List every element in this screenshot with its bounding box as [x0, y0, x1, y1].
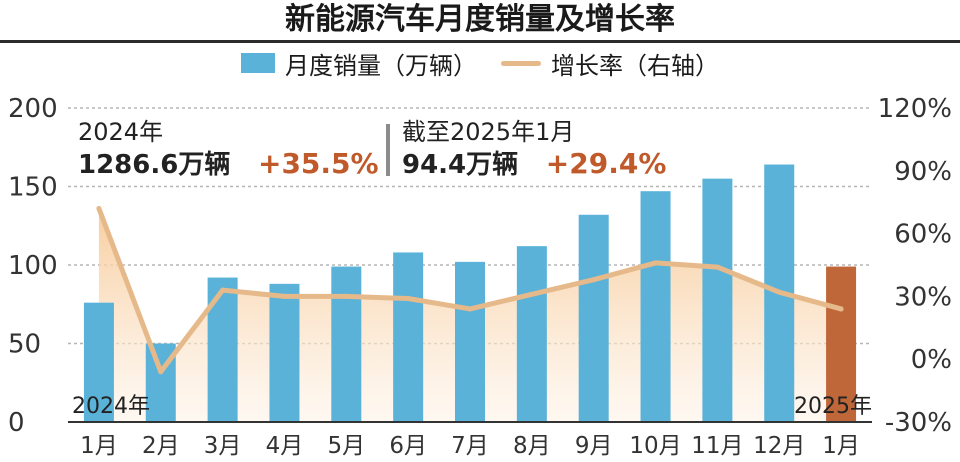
y-left-tick-label: 150	[8, 173, 58, 203]
ytd-growth-value: +29.4%	[545, 147, 667, 180]
growth-point-13	[838, 306, 844, 312]
bar-8	[516, 246, 547, 422]
y-right-tick-label: 0%	[911, 345, 952, 375]
ytd-period: 截至2025年1月	[402, 118, 575, 146]
x-tick-label: 6月	[389, 433, 427, 459]
y-right-tick-label: 60%	[894, 220, 952, 250]
y-left-tick-label: 0	[8, 408, 25, 438]
bar-7	[455, 261, 485, 422]
bar-4	[269, 283, 300, 422]
legend-label-bar: 月度销量（万辆）	[285, 51, 477, 80]
x-tick-label: 8月	[513, 433, 551, 459]
x-tick-label: 9月	[575, 433, 613, 459]
x-tick-label: 3月	[204, 433, 242, 459]
title-underline	[0, 40, 960, 43]
x-tick-label: 12月	[753, 433, 805, 459]
growth-point-2	[158, 369, 164, 375]
y-right-tick-label: 30%	[894, 282, 952, 312]
y-right-tick-label: 120%	[878, 94, 952, 124]
y-left-tick-label: 200	[8, 94, 58, 124]
growth-point-4	[281, 293, 287, 299]
growth-point-12	[776, 289, 782, 295]
annual-growth-value: +35.5%	[257, 147, 379, 180]
legend-label-line: 增长率（右轴）	[551, 51, 719, 80]
x-tick-label: 2月	[142, 433, 180, 459]
year-start-label: 2024年	[72, 394, 150, 419]
x-tick-label: 7月	[451, 433, 489, 459]
panel-divider	[386, 124, 390, 176]
y-left-tick-label: 100	[8, 251, 58, 281]
x-tick-label: 4月	[266, 433, 304, 459]
growth-point-9	[591, 277, 597, 283]
annual-summary-panel: 2024年 1286.6万辆 +35.5%	[78, 116, 379, 181]
bar-9	[578, 214, 609, 422]
growth-line	[96, 205, 844, 375]
growth-point-11	[714, 264, 720, 270]
x-tick-label: 11月	[691, 433, 743, 459]
legend-item-bar: 月度销量（万辆）	[241, 46, 477, 81]
chart-title: 新能源汽车月度销量及增长率	[285, 2, 675, 37]
growth-point-6	[405, 295, 411, 301]
x-tick-label: 5月	[327, 433, 365, 459]
year-end-label: 2025年	[794, 394, 872, 419]
annual-sales-value: 1286.6万辆	[78, 150, 231, 180]
x-tick-label: 1月	[822, 433, 860, 459]
bar-11	[702, 178, 733, 422]
bar-6	[393, 252, 424, 422]
axes: 0 50 100 150 200 -30% 0% 30% 60% 90% 120% 1月 2月 3月 4月 5…	[8, 94, 952, 459]
bar-13	[826, 266, 857, 422]
x-tick-label: 10月	[629, 433, 681, 459]
legend-item-line: 增长率（右轴）	[501, 46, 719, 81]
x-tick-label: 1月	[80, 433, 118, 459]
growth-point-7	[467, 306, 473, 312]
growth-point-5	[343, 293, 349, 299]
growth-point-8	[529, 291, 535, 297]
annual-period: 2024年	[78, 118, 164, 146]
bar-1	[83, 302, 114, 422]
ytd-sales-value: 94.4万辆	[402, 150, 519, 180]
bar-10	[640, 191, 671, 422]
legend: 月度销量（万辆） 增长率（右轴）	[0, 46, 960, 80]
y-right-tick-label: -30%	[885, 408, 952, 438]
y-right-tick-label: 90%	[894, 157, 952, 187]
ytd-summary-panel: 截至2025年1月 94.4万辆 +29.4%	[402, 116, 666, 181]
growth-point-3	[220, 287, 226, 293]
growth-point-10	[653, 260, 659, 266]
y-left-tick-label: 50	[8, 330, 41, 360]
bar-3	[207, 277, 238, 422]
legend-swatch-bar	[241, 53, 275, 73]
growth-point-1	[96, 205, 102, 211]
legend-swatch-line	[501, 60, 541, 66]
bar-5	[331, 266, 362, 422]
